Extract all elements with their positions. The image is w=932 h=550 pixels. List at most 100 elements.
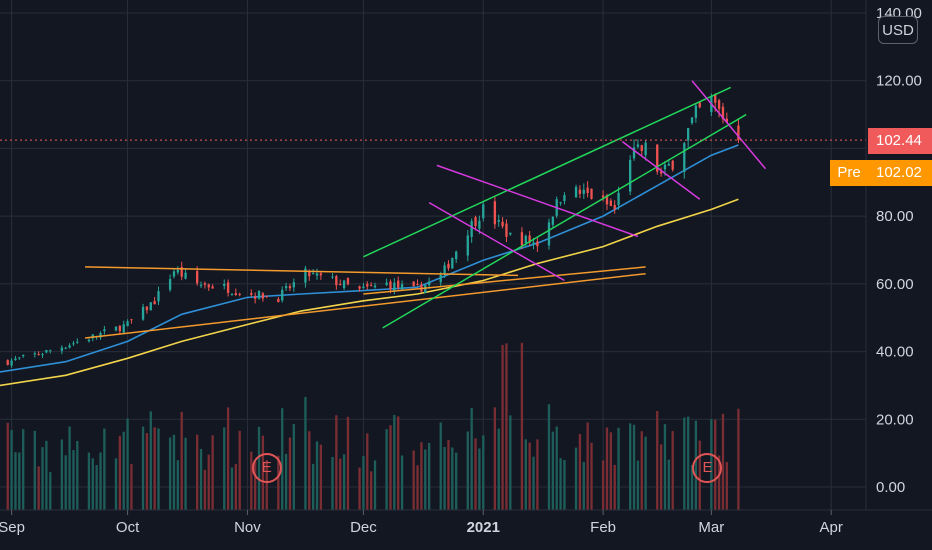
candlesticks[interactable] — [6, 93, 740, 368]
candle[interactable] — [698, 102, 701, 109]
candle[interactable] — [656, 144, 659, 175]
candle[interactable] — [690, 116, 694, 125]
candle[interactable] — [721, 102, 725, 124]
candle[interactable] — [250, 289, 253, 297]
candle[interactable] — [493, 195, 497, 229]
candle[interactable] — [574, 184, 578, 199]
candle[interactable] — [207, 283, 210, 291]
candle[interactable] — [261, 292, 265, 302]
candle[interactable] — [45, 349, 48, 354]
candle[interactable] — [470, 218, 473, 243]
candle[interactable] — [659, 167, 663, 177]
candle[interactable] — [366, 281, 369, 290]
candle[interactable] — [474, 215, 477, 231]
candle[interactable] — [671, 159, 674, 172]
candle[interactable] — [149, 302, 152, 311]
candle[interactable] — [609, 198, 612, 207]
candle[interactable] — [416, 279, 419, 286]
candle[interactable] — [234, 288, 237, 296]
orange-trendline[interactable] — [85, 266, 519, 277]
magenta-trendline[interactable] — [428, 201, 565, 282]
candle[interactable] — [482, 202, 485, 222]
candle[interactable] — [284, 282, 288, 291]
candle[interactable] — [424, 284, 427, 294]
candle[interactable] — [49, 349, 52, 354]
candle[interactable] — [60, 345, 64, 355]
candle[interactable] — [281, 286, 284, 303]
candle[interactable] — [265, 295, 268, 299]
candle[interactable] — [563, 192, 566, 205]
candle[interactable] — [76, 338, 79, 344]
candle[interactable] — [358, 285, 361, 292]
candle[interactable] — [497, 214, 500, 227]
candle[interactable] — [226, 279, 230, 297]
candle[interactable] — [528, 230, 531, 246]
earnings-marker[interactable]: E — [251, 453, 282, 483]
candle[interactable] — [18, 357, 21, 360]
candle[interactable] — [6, 359, 9, 366]
candle[interactable] — [118, 324, 122, 335]
candle[interactable] — [385, 278, 388, 287]
candle[interactable] — [687, 128, 690, 148]
candle[interactable] — [292, 278, 295, 292]
candle[interactable] — [559, 201, 562, 206]
candle[interactable] — [644, 140, 647, 161]
orange-trendline[interactable] — [84, 272, 646, 339]
green-trendline[interactable] — [363, 86, 732, 258]
candle[interactable] — [22, 354, 25, 358]
candle[interactable] — [443, 262, 446, 278]
candle[interactable] — [466, 230, 469, 262]
candle[interactable] — [304, 265, 307, 288]
candle[interactable] — [683, 141, 686, 179]
candle[interactable] — [64, 346, 67, 350]
candle[interactable] — [157, 286, 160, 306]
candle[interactable] — [613, 200, 616, 214]
candle[interactable] — [257, 290, 261, 300]
candle[interactable] — [230, 293, 234, 296]
candle[interactable] — [168, 274, 172, 292]
candle[interactable] — [37, 351, 40, 356]
candle[interactable] — [153, 297, 156, 305]
candle[interactable] — [640, 144, 643, 156]
candle[interactable] — [342, 279, 346, 291]
candle[interactable] — [145, 306, 149, 314]
candle[interactable] — [254, 292, 257, 304]
candle[interactable] — [180, 261, 183, 281]
candle[interactable] — [10, 358, 13, 368]
candle[interactable] — [33, 351, 36, 358]
candle[interactable] — [451, 257, 454, 269]
candle[interactable] — [184, 269, 187, 280]
candle[interactable] — [629, 155, 632, 196]
candle[interactable] — [87, 338, 91, 343]
candle[interactable] — [72, 340, 75, 347]
orange-trendline[interactable] — [363, 266, 646, 295]
candle[interactable] — [501, 217, 504, 229]
candle[interactable] — [509, 232, 512, 236]
candle[interactable] — [331, 273, 334, 280]
candle[interactable] — [103, 325, 106, 335]
candle[interactable] — [130, 319, 133, 324]
candle[interactable] — [277, 296, 280, 303]
magenta-trendline[interactable] — [621, 141, 701, 200]
candle[interactable] — [14, 355, 17, 361]
candle[interactable] — [400, 280, 404, 291]
candle[interactable] — [578, 185, 582, 199]
candle[interactable] — [315, 268, 319, 280]
candle[interactable] — [601, 190, 605, 202]
earnings-marker[interactable]: E — [692, 453, 723, 483]
candle[interactable] — [238, 292, 241, 297]
candle[interactable] — [114, 326, 118, 332]
candle[interactable] — [551, 216, 555, 228]
candle[interactable] — [126, 319, 129, 327]
candle[interactable] — [694, 102, 698, 123]
candle[interactable] — [617, 186, 620, 210]
candle[interactable] — [41, 352, 44, 358]
candle[interactable] — [319, 270, 323, 280]
candle[interactable] — [590, 188, 593, 200]
drawn-trendlines[interactable] — [84, 80, 767, 339]
candle[interactable] — [335, 274, 338, 290]
candle[interactable] — [397, 276, 400, 292]
green-trendline[interactable] — [382, 113, 747, 329]
candle[interactable] — [505, 219, 508, 243]
